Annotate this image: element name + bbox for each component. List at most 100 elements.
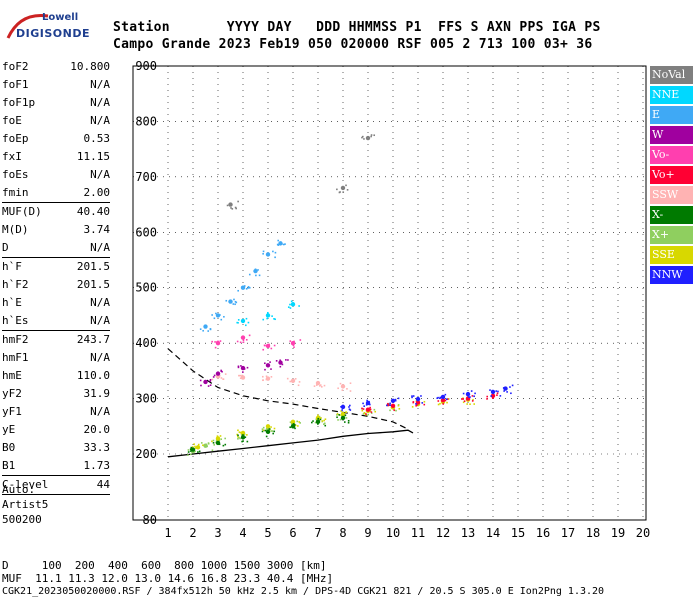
data-point bbox=[340, 411, 346, 417]
data-point bbox=[473, 403, 476, 405]
legend-item: NNW bbox=[650, 266, 693, 284]
data-point bbox=[234, 206, 237, 209]
data-point bbox=[265, 313, 271, 318]
data-point bbox=[261, 375, 264, 378]
param-name: foF1 bbox=[2, 78, 29, 91]
data-point bbox=[297, 425, 299, 427]
param-value: N/A bbox=[90, 96, 110, 109]
param-row: h`E N/A bbox=[2, 294, 110, 312]
data-point bbox=[240, 335, 246, 340]
data-point bbox=[286, 377, 289, 380]
data-point bbox=[389, 404, 391, 406]
data-point bbox=[242, 434, 244, 436]
data-point bbox=[276, 243, 279, 246]
param-name: yF1 bbox=[2, 405, 22, 418]
data-point bbox=[390, 406, 393, 409]
legend-item: X- bbox=[650, 206, 693, 224]
param-value: N/A bbox=[90, 168, 110, 181]
data-point bbox=[370, 412, 373, 414]
data-point bbox=[292, 344, 295, 346]
data-point bbox=[299, 422, 301, 424]
param-value: 243.7 bbox=[76, 333, 110, 346]
data-point bbox=[365, 135, 371, 141]
param-name: h`Es bbox=[2, 314, 29, 327]
param-row: foF1 N/A bbox=[2, 76, 110, 94]
legend-item: Vo- bbox=[650, 146, 693, 164]
data-point bbox=[236, 433, 239, 436]
data-point bbox=[465, 391, 471, 397]
data-point bbox=[244, 436, 247, 439]
data-point bbox=[313, 385, 316, 387]
x-tick-label: 10 bbox=[386, 526, 400, 540]
data-point bbox=[324, 424, 327, 427]
data-point bbox=[264, 368, 266, 371]
data-point bbox=[261, 430, 264, 433]
data-point bbox=[285, 359, 287, 361]
data-point bbox=[415, 400, 421, 405]
data-point bbox=[345, 417, 348, 419]
data-point bbox=[294, 427, 296, 430]
data-point bbox=[211, 340, 213, 343]
data-point bbox=[387, 402, 389, 405]
data-point bbox=[198, 450, 201, 453]
data-point bbox=[349, 390, 352, 392]
param-row: hmF2 243.7 bbox=[2, 331, 110, 349]
data-point bbox=[197, 443, 200, 446]
data-point bbox=[273, 430, 276, 433]
x-tick-label: 19 bbox=[611, 526, 625, 540]
data-point bbox=[367, 413, 369, 416]
param-value: N/A bbox=[90, 351, 110, 364]
data-point bbox=[202, 329, 204, 332]
data-point bbox=[269, 361, 271, 363]
data-point bbox=[391, 407, 394, 410]
data-point bbox=[214, 341, 216, 343]
data-point bbox=[345, 411, 348, 414]
data-point bbox=[257, 269, 259, 271]
data-point bbox=[361, 407, 363, 410]
data-point bbox=[292, 423, 295, 425]
data-point bbox=[216, 341, 218, 343]
data-point bbox=[246, 440, 249, 443]
data-point bbox=[423, 400, 426, 403]
data-point bbox=[373, 408, 376, 411]
data-point bbox=[439, 396, 442, 399]
y-tick-label: 400 bbox=[135, 336, 157, 350]
data-point bbox=[392, 406, 395, 408]
data-point bbox=[370, 135, 372, 138]
data-point bbox=[268, 425, 270, 428]
x-tick-label: 18 bbox=[586, 526, 600, 540]
legend-item: E bbox=[650, 106, 693, 124]
data-point bbox=[468, 396, 470, 398]
data-point bbox=[421, 402, 424, 404]
data-point bbox=[289, 380, 292, 383]
y-tick-label: 500 bbox=[135, 281, 157, 295]
y-tick-label: 600 bbox=[135, 225, 157, 239]
data-point bbox=[271, 315, 273, 317]
param-value: N/A bbox=[90, 296, 110, 309]
data-point bbox=[292, 424, 295, 427]
data-point bbox=[361, 409, 364, 412]
auto-program: Artist5 bbox=[2, 498, 49, 511]
x-tick-label: 4 bbox=[239, 526, 246, 540]
data-point bbox=[363, 405, 365, 407]
data-point bbox=[339, 418, 342, 421]
data-point bbox=[370, 411, 373, 413]
data-point bbox=[299, 339, 302, 341]
legend-item: NoVal bbox=[650, 66, 693, 84]
param-value: 11.15 bbox=[76, 150, 110, 163]
param-name: foEp bbox=[2, 132, 29, 145]
logo-digisonde-text: DIGISONDE bbox=[16, 27, 90, 40]
footer-muf-row: MUF 11.1 11.3 12.0 13.0 14.6 16.8 23.3 4… bbox=[2, 572, 334, 585]
data-point bbox=[442, 403, 445, 405]
logo-arc-icon bbox=[6, 13, 49, 39]
param-row: fmin 2.00 bbox=[2, 184, 110, 203]
data-point bbox=[361, 135, 364, 138]
data-point bbox=[289, 303, 291, 306]
data-point bbox=[411, 406, 414, 408]
data-point bbox=[265, 375, 268, 378]
data-point bbox=[348, 408, 351, 411]
data-point bbox=[200, 384, 202, 387]
data-point bbox=[262, 426, 265, 429]
data-point bbox=[268, 428, 271, 430]
data-point bbox=[275, 360, 278, 362]
